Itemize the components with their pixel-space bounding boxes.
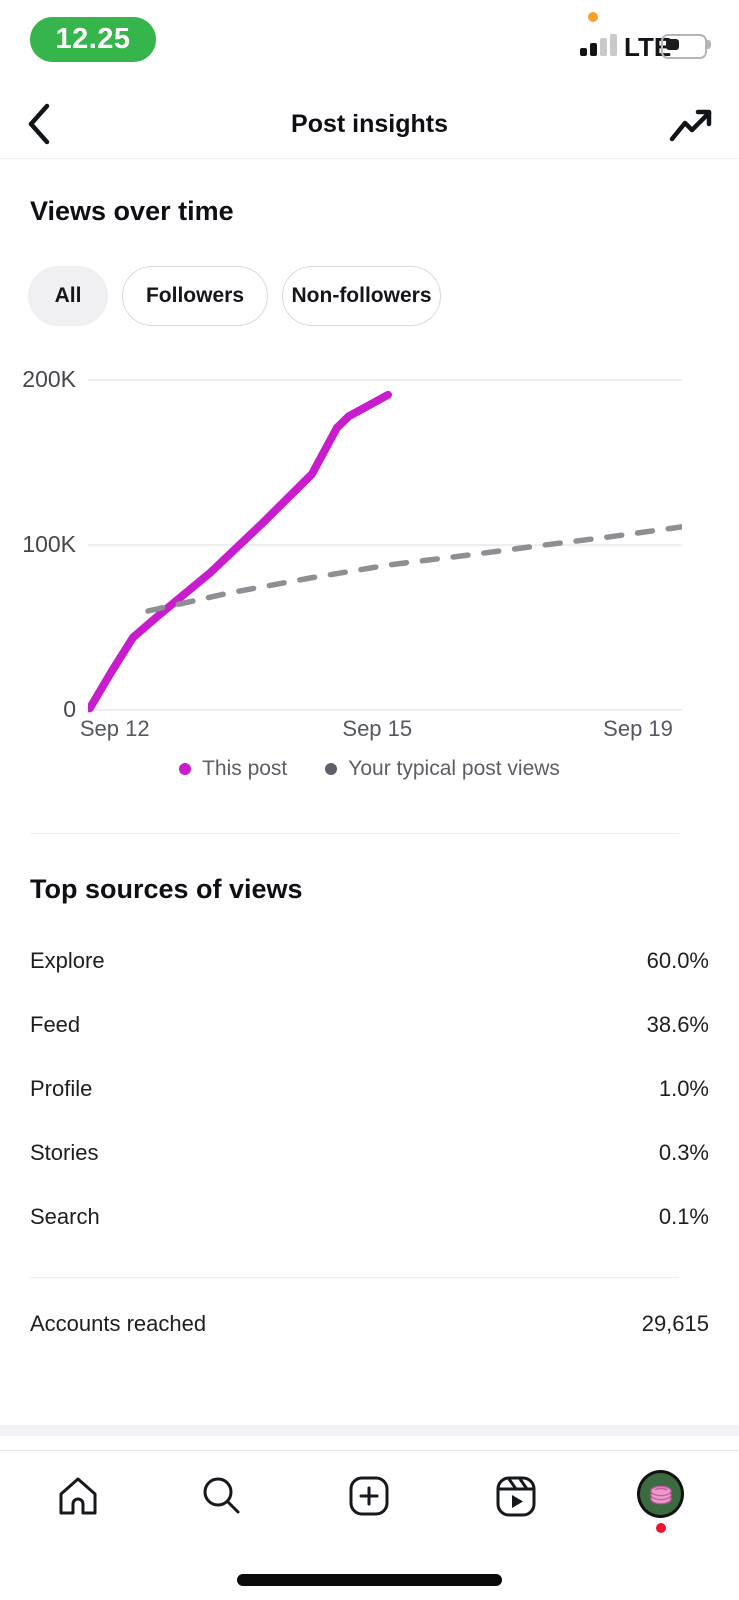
create-post-icon[interactable] <box>347 1474 391 1518</box>
legend-item-this-post: This post <box>179 757 287 781</box>
avatar-image <box>640 1473 681 1515</box>
legend-dot <box>179 763 192 775</box>
bottom-band <box>0 1425 739 1436</box>
top-sources-title: Top sources of views <box>30 874 303 904</box>
battery-icon <box>661 34 707 59</box>
search-icon[interactable] <box>199 1474 243 1518</box>
legend-item-your-typical-post-views: Your typical post views <box>325 757 560 781</box>
home-icon[interactable] <box>56 1474 100 1518</box>
source-label: Feed <box>30 1012 81 1037</box>
source-row-stories: Stories 0.3% <box>30 1121 709 1185</box>
reels-icon[interactable] <box>494 1474 538 1518</box>
source-row-feed: Feed 38.6% <box>30 993 709 1057</box>
page-title: Post insights <box>291 110 448 138</box>
insights-trend-icon[interactable] <box>668 108 714 144</box>
x-tick-sep-19: Sep 19 <box>603 716 673 741</box>
source-label: Search <box>30 1204 100 1229</box>
chart-legend: This post Your typical post views <box>0 757 739 781</box>
back-chevron-icon[interactable] <box>26 102 52 146</box>
battery-tip <box>707 40 711 49</box>
source-value: 60.0% <box>646 948 709 973</box>
views-line-chart <box>88 379 682 713</box>
source-row-search: Search 0.1% <box>30 1185 709 1249</box>
filter-non-followers[interactable]: Non-followers <box>282 266 441 326</box>
y-tick-0: 0 <box>63 696 76 722</box>
home-indicator <box>237 1574 502 1586</box>
filter-pills: All Followers Non-followers <box>28 266 441 326</box>
recording-indicator-dot <box>588 12 598 22</box>
profile-notification-dot <box>656 1523 666 1533</box>
x-tick-sep-12: Sep 12 <box>79 716 150 741</box>
status-time-pill: 12.25 <box>30 17 156 62</box>
profile-avatar[interactable] <box>637 1470 684 1518</box>
legend-dot <box>325 763 338 775</box>
source-row-profile: Profile 1.0% <box>30 1057 709 1121</box>
filter-followers[interactable]: Followers <box>122 266 268 326</box>
section-divider <box>30 833 679 834</box>
accounts-reached-row: Accounts reached 29,615 <box>30 1292 709 1356</box>
source-value: 1.0% <box>658 1076 709 1101</box>
source-value: 0.3% <box>658 1140 709 1165</box>
source-value: 38.6% <box>646 1012 709 1037</box>
sources-list: Explore 60.0% Feed 38.6% Profile 1.0% Stories 0… <box>30 929 709 1249</box>
avatar-glyph <box>649 1485 672 1505</box>
header-divider <box>0 158 739 159</box>
accounts-divider <box>30 1277 679 1278</box>
source-label: Profile <box>30 1076 93 1101</box>
series-your-typical-post-views <box>145 524 682 614</box>
source-label: Stories <box>30 1140 99 1165</box>
x-tick-sep-15: Sep 15 <box>342 716 413 741</box>
y-tick-100K: 100K <box>22 531 76 557</box>
accounts-reached-value: 29,615 <box>641 1311 709 1336</box>
series-this-post <box>88 390 392 713</box>
source-value: 0.1% <box>658 1204 709 1229</box>
nav-divider <box>0 1450 739 1451</box>
views-over-time-title: Views over time <box>30 196 234 226</box>
source-row-explore: Explore 60.0% <box>30 929 709 993</box>
accounts-reached-label: Accounts reached <box>30 1311 207 1336</box>
y-tick-200K: 200K <box>22 366 76 392</box>
source-label: Explore <box>30 948 105 973</box>
filter-all[interactable]: All <box>28 266 108 326</box>
signal-strength-icon <box>580 34 620 56</box>
